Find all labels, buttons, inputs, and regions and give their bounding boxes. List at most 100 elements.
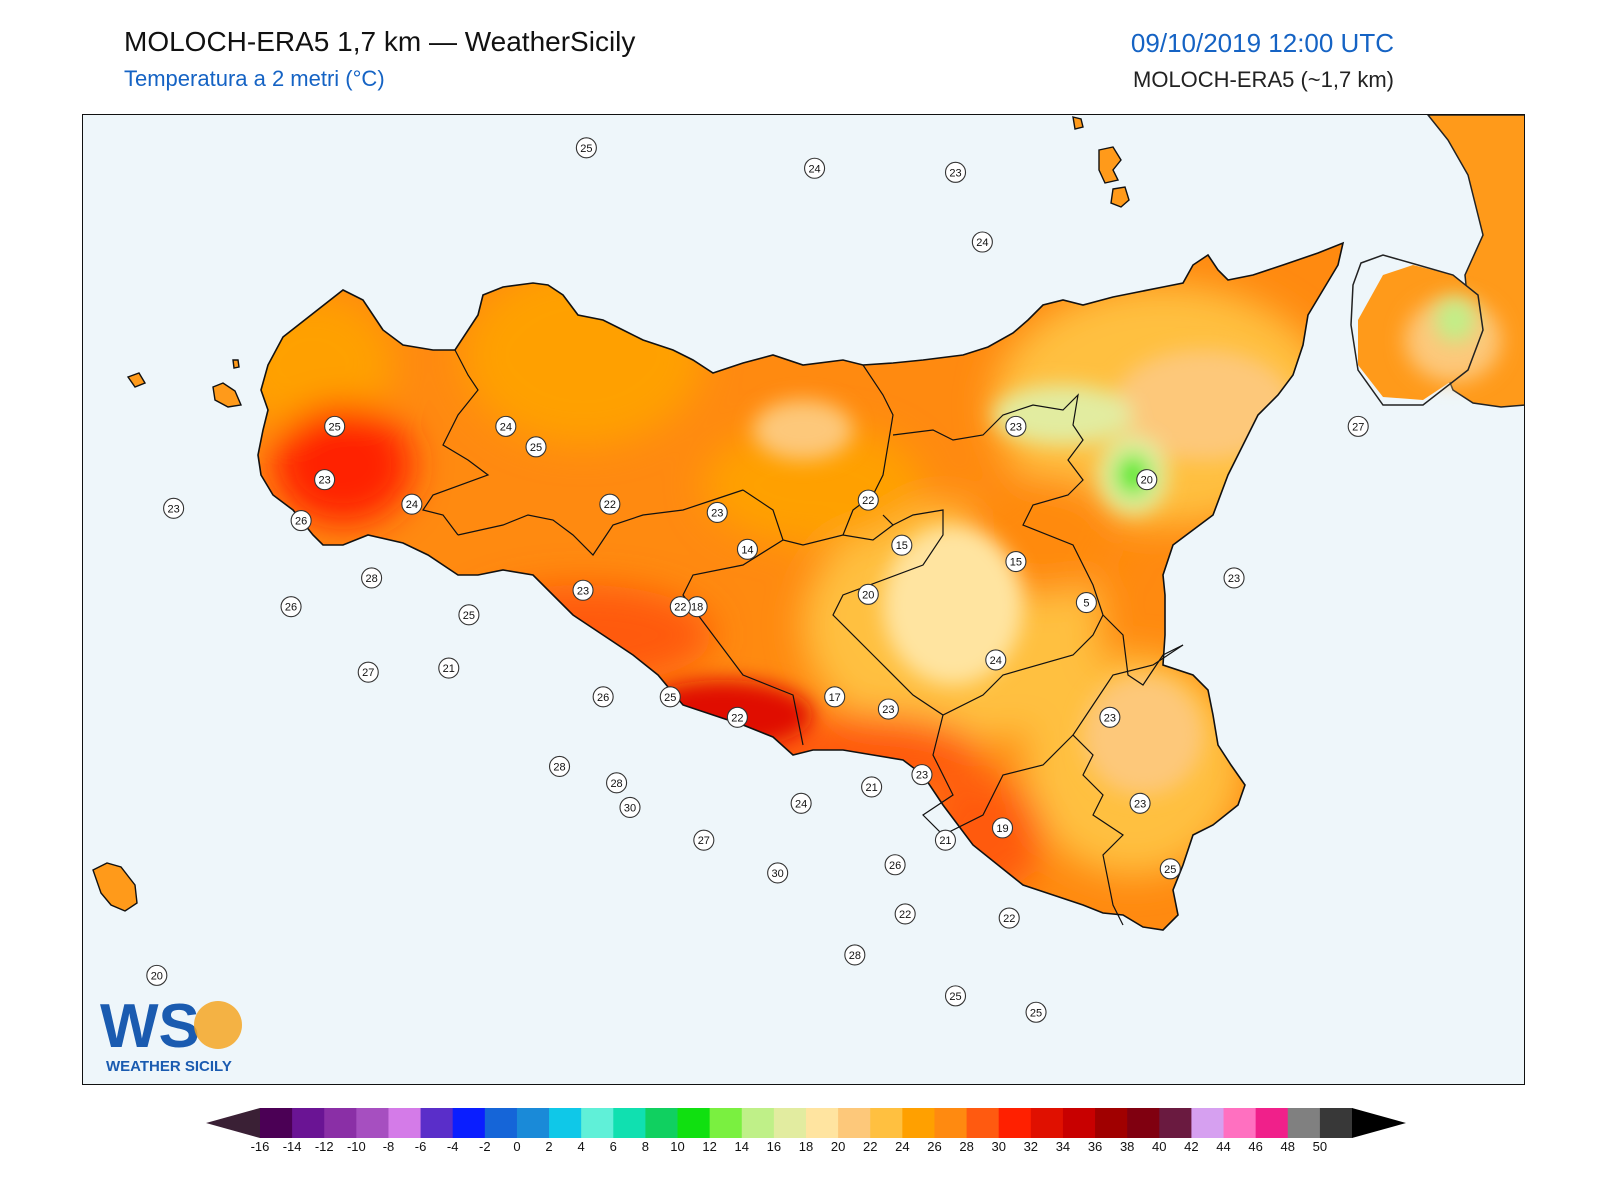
station-marker: 26 bbox=[280, 596, 302, 618]
station-circle bbox=[706, 501, 728, 523]
colorbar-tick: 0 bbox=[513, 1139, 521, 1154]
station-marker: 23 bbox=[911, 764, 933, 786]
station-circle bbox=[361, 567, 383, 589]
station-marker: 21 bbox=[438, 657, 460, 679]
station-value: 22 bbox=[674, 602, 686, 614]
station-value: 26 bbox=[597, 692, 609, 704]
station-circle bbox=[944, 985, 967, 1007]
colorbar-swatch bbox=[1127, 1108, 1160, 1138]
station-marker: 23 bbox=[706, 501, 728, 523]
station-circle bbox=[985, 649, 1007, 671]
colorbar-tick: 40 bbox=[1152, 1139, 1167, 1154]
station-circle bbox=[280, 596, 302, 618]
model-name: MOLOCH-ERA5 (~1,7 km) bbox=[1133, 67, 1394, 92]
colorbar-swatch bbox=[934, 1108, 968, 1138]
colorbar-tick: 30 bbox=[991, 1139, 1006, 1154]
station-marker: 23 bbox=[944, 161, 967, 183]
colorbar-swatch bbox=[998, 1108, 1032, 1138]
colorbar-tick: 2 bbox=[545, 1139, 553, 1154]
station-marker: 23 bbox=[1005, 415, 1027, 437]
station-circle bbox=[438, 657, 460, 679]
map-title: MOLOCH-ERA5 1,7 km — WeatherSicily bbox=[124, 26, 636, 57]
station-value: 27 bbox=[1352, 421, 1364, 433]
station-value: 22 bbox=[899, 909, 911, 921]
station-value: 25 bbox=[463, 610, 475, 622]
station-circle bbox=[891, 534, 913, 556]
station-marker: 23 bbox=[572, 579, 594, 601]
station-marker: 27 bbox=[357, 661, 379, 683]
station-circle bbox=[894, 903, 916, 925]
station-circle bbox=[525, 436, 547, 458]
station-circle bbox=[844, 944, 866, 966]
station-value: 21 bbox=[443, 663, 455, 675]
colorbar-tick: 10 bbox=[670, 1139, 685, 1154]
station-value: 25 bbox=[664, 692, 676, 704]
station-marker: 25 bbox=[575, 137, 597, 159]
colorbar-swatch bbox=[388, 1108, 422, 1138]
colorbar-tick: 42 bbox=[1184, 1139, 1199, 1154]
station-circle bbox=[314, 469, 336, 491]
station-value: 5 bbox=[1083, 598, 1089, 610]
station-value: 21 bbox=[939, 835, 951, 847]
colorbar-tick: -14 bbox=[282, 1139, 302, 1154]
station-value: 22 bbox=[604, 499, 616, 511]
station-marker: 24 bbox=[804, 157, 826, 179]
colorbar-tick: -8 bbox=[382, 1139, 395, 1154]
colorbar-swatch bbox=[773, 1108, 807, 1138]
station-circle bbox=[146, 964, 168, 986]
station-value: 20 bbox=[1141, 475, 1153, 487]
station-marker: 25 bbox=[1025, 1001, 1047, 1023]
station-circle bbox=[592, 686, 614, 708]
colorbar-tick: 34 bbox=[1055, 1139, 1071, 1154]
map-panel[interactable]: 25 24 23 24 25 24 25 23 27 20 23 26 23 24 22 23 22 15 15 14… bbox=[82, 114, 1525, 1085]
station-circle bbox=[1159, 858, 1181, 880]
colorbar-tick: 32 bbox=[1023, 1139, 1039, 1154]
station-circle bbox=[911, 764, 933, 786]
station-circle bbox=[1025, 1001, 1047, 1023]
station-value: 25 bbox=[949, 991, 961, 1003]
station-marker: 30 bbox=[767, 862, 789, 884]
colorbar-swatch bbox=[1191, 1108, 1225, 1138]
colorbar-swatch bbox=[966, 1108, 1000, 1138]
colorbar-swatch bbox=[870, 1108, 903, 1138]
colorbar-swatch bbox=[1287, 1108, 1321, 1138]
colorbar-tick: 22 bbox=[863, 1139, 878, 1154]
temperature-colorbar bbox=[206, 1108, 1406, 1138]
station-marker: 25 bbox=[659, 686, 681, 708]
station-circle bbox=[998, 907, 1020, 929]
station-circle bbox=[991, 817, 1014, 839]
valid-datetime: 09/10/2019 12:00 UTC bbox=[1130, 28, 1394, 58]
station-value: 28 bbox=[365, 573, 377, 585]
colorbar-tick: -6 bbox=[414, 1139, 427, 1154]
colorbar-tick: 8 bbox=[641, 1139, 650, 1154]
station-marker: 30 bbox=[619, 796, 641, 818]
colorbar-tick: 12 bbox=[702, 1139, 717, 1154]
station-marker: 27 bbox=[693, 829, 715, 851]
colorbar-swatch bbox=[1159, 1108, 1192, 1138]
station-value: 25 bbox=[530, 442, 542, 454]
station-marker: 15 bbox=[891, 534, 913, 556]
station-marker: 24 bbox=[790, 792, 812, 814]
station-marker: 26 bbox=[592, 686, 614, 708]
colorbar-extend-high bbox=[1352, 1108, 1406, 1138]
colorbar-swatch bbox=[452, 1108, 486, 1138]
station-value: 15 bbox=[896, 540, 908, 552]
colorbar-tick: 24 bbox=[895, 1139, 910, 1154]
station-marker: 22 bbox=[894, 903, 916, 925]
station-circle bbox=[790, 792, 812, 814]
station-marker: 24 bbox=[495, 415, 517, 437]
station-value: 28 bbox=[849, 950, 861, 962]
colorbar-tick: 50 bbox=[1312, 1139, 1328, 1154]
station-marker: 28 bbox=[606, 772, 628, 794]
temperature-map: 25 24 23 24 25 24 25 23 27 20 23 26 23 24 22 23 22 15 15 14… bbox=[83, 115, 1524, 1084]
station-marker: 22 bbox=[998, 907, 1020, 929]
station-circle bbox=[163, 497, 185, 519]
logo-letters: WS bbox=[100, 992, 200, 1061]
station-circle bbox=[1136, 469, 1158, 491]
station-marker: 25 bbox=[1159, 858, 1181, 880]
colorbar-swatch bbox=[581, 1108, 614, 1138]
station-marker: 26 bbox=[884, 854, 906, 876]
station-marker: 20 bbox=[1136, 469, 1158, 491]
colorbar-swatch bbox=[324, 1108, 357, 1138]
colorbar-swatch bbox=[356, 1108, 389, 1138]
